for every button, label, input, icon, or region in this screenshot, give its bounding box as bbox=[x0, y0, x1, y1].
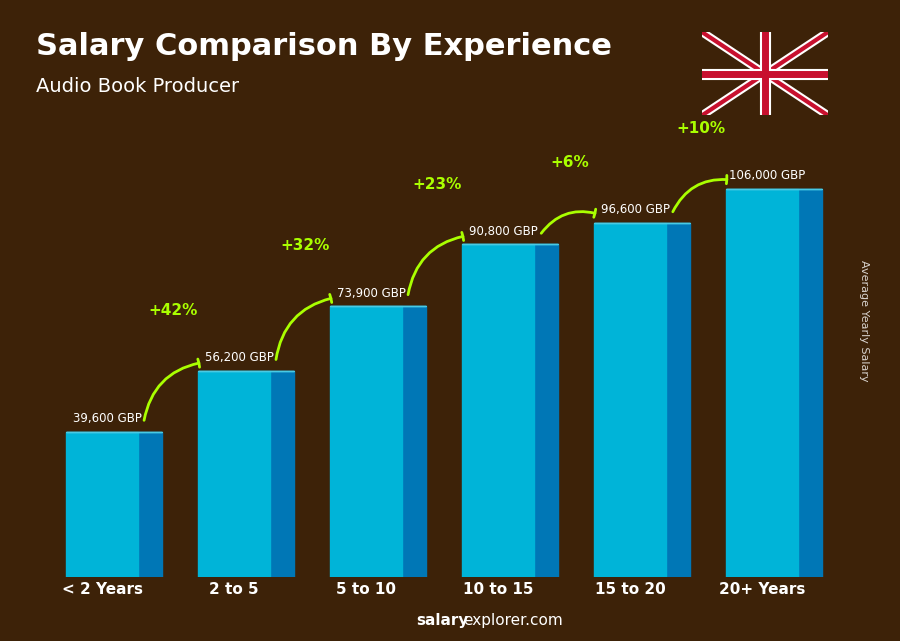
Text: 96,600 GBP: 96,600 GBP bbox=[601, 203, 670, 217]
Text: Salary Comparison By Experience: Salary Comparison By Experience bbox=[36, 32, 612, 61]
Text: Audio Book Producer: Audio Book Producer bbox=[36, 77, 239, 96]
Polygon shape bbox=[402, 306, 426, 577]
Polygon shape bbox=[666, 223, 690, 577]
Text: 39,600 GBP: 39,600 GBP bbox=[73, 412, 141, 425]
Text: salary: salary bbox=[417, 613, 469, 628]
Polygon shape bbox=[270, 371, 294, 577]
Bar bbox=[198, 371, 270, 577]
Bar bbox=[594, 223, 666, 577]
Text: Average Yearly Salary: Average Yearly Salary bbox=[859, 260, 869, 381]
Text: +6%: +6% bbox=[550, 155, 589, 171]
Text: +42%: +42% bbox=[148, 303, 198, 319]
Text: 73,900 GBP: 73,900 GBP bbox=[337, 287, 406, 299]
Text: +10%: +10% bbox=[677, 121, 725, 136]
Bar bbox=[462, 244, 535, 577]
Bar bbox=[329, 306, 402, 577]
Bar bbox=[725, 188, 798, 577]
Text: 106,000 GBP: 106,000 GBP bbox=[729, 169, 806, 182]
Polygon shape bbox=[535, 244, 558, 577]
Text: +23%: +23% bbox=[412, 176, 462, 192]
Text: 90,800 GBP: 90,800 GBP bbox=[469, 225, 537, 238]
Text: explorer.com: explorer.com bbox=[464, 613, 563, 628]
Bar bbox=[66, 432, 139, 577]
Polygon shape bbox=[139, 432, 162, 577]
Polygon shape bbox=[798, 188, 822, 577]
Text: salaryexplorer.com: salaryexplorer.com bbox=[0, 640, 1, 641]
Text: +32%: +32% bbox=[281, 238, 330, 253]
Text: 56,200 GBP: 56,200 GBP bbox=[205, 351, 274, 365]
